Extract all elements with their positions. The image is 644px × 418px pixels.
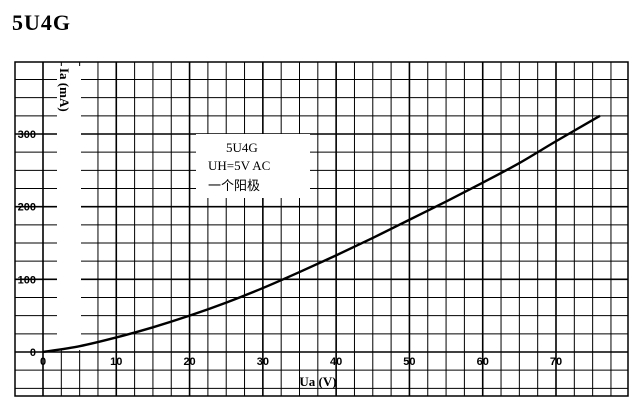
annotation: 5U4G UH=5V AC 一个阳极 — [208, 140, 270, 193]
y-tick-label: 200 — [18, 202, 36, 214]
annotation-box — [196, 134, 310, 198]
annotation-line: 5U4G — [226, 140, 258, 155]
annotation-line: UH=5V AC — [208, 158, 270, 173]
y-tick-label: 100 — [18, 274, 36, 286]
x-tick-label: 30 — [257, 356, 269, 368]
y-axis-label: Ia (mA) — [57, 68, 72, 112]
chart-series — [42, 114, 601, 354]
page-title: 5U4G — [12, 10, 71, 35]
ylabel-background — [57, 66, 81, 350]
x-tick-label: 50 — [403, 356, 415, 368]
series-line — [42, 114, 601, 354]
annotation-line: 一个阳极 — [208, 178, 260, 193]
y-tick-label: 300 — [18, 129, 36, 141]
y-tick-label: 0 — [30, 347, 36, 359]
tick-labels: 0 10 20 30 40 50 60 70 100 200 300 0 — [18, 129, 562, 368]
x-tick-label: 20 — [183, 356, 195, 368]
chart-grid — [15, 62, 628, 396]
x-tick-label: 0 — [40, 356, 46, 368]
x-tick-label: 10 — [110, 356, 122, 368]
x-tick-label: 60 — [477, 356, 489, 368]
chart-frame — [14, 61, 629, 397]
x-axis-label: Ua (V) — [299, 374, 336, 389]
x-tick-label: 40 — [330, 356, 342, 368]
x-tick-label: 70 — [550, 356, 562, 368]
